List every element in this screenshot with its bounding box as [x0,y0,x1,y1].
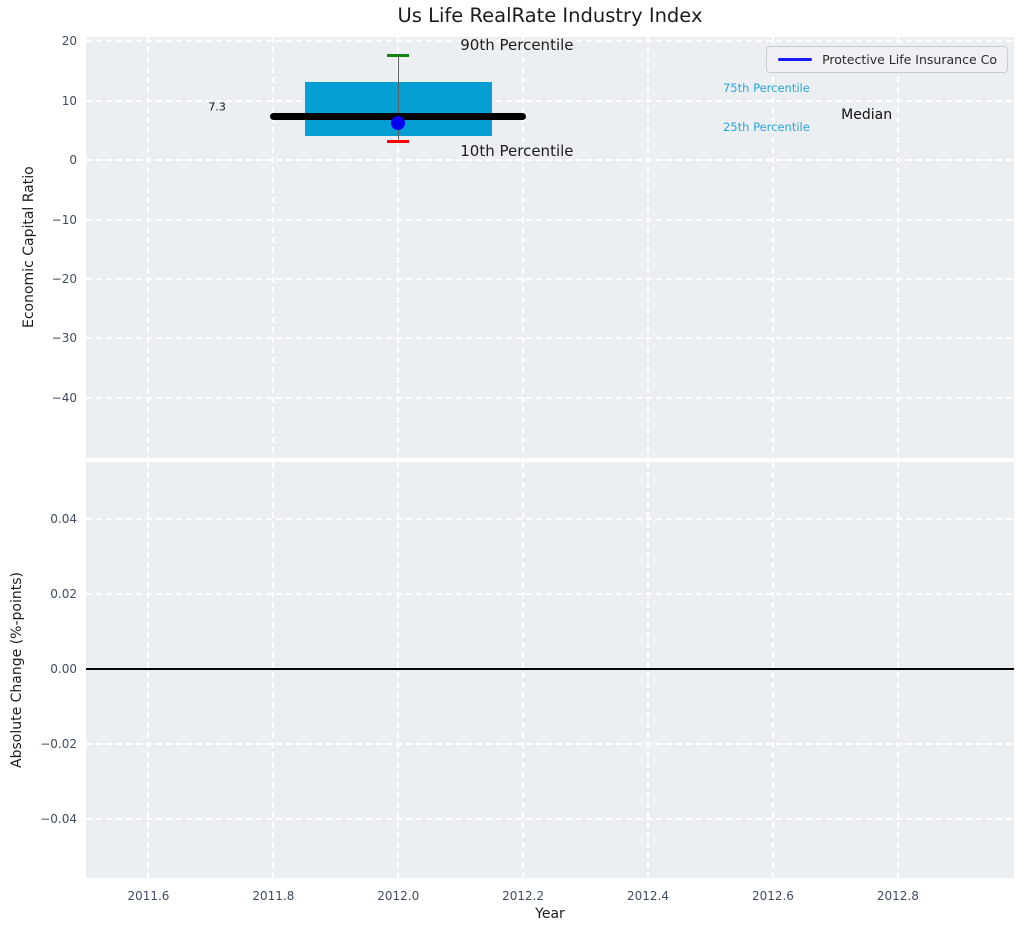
x-tick-label: 2012.4 [627,889,670,903]
whisker-line [397,55,399,142]
y-tick-label: −20 [51,272,77,286]
gridline-horizontal [86,593,1014,596]
gridline-horizontal [86,818,1014,821]
y-tick-label: 0.04 [50,512,77,527]
gridline-horizontal [86,159,1014,162]
x-axis-label-year: Year [535,906,565,922]
whisker-cap-10th-percentile [387,139,410,143]
annotation-90th-percentile: 90th Percentile [460,35,574,54]
whisker-cap-90th-percentile [387,53,410,57]
y-tick-label: −10 [51,212,77,227]
gridline-horizontal [86,743,1014,746]
y-tick-label: 20 [61,34,77,49]
y-tick-label: −40 [51,390,77,405]
gridline-horizontal [86,218,1014,221]
gridline-vertical [272,37,275,458]
y-tick-label: 0 [69,153,77,168]
y-tick-label: 0.00 [50,662,77,677]
gridline-vertical [896,37,899,458]
y-tick-label: −0.04 [40,812,77,827]
gridline-vertical [147,37,150,458]
x-tick-label: 2011.6 [127,889,170,903]
legend-label: Protective Life Insurance Co [822,52,997,67]
gridline-horizontal [86,337,1014,340]
annotation-7-3: 7.3 [208,100,226,114]
x-tick-label: 2012.6 [751,889,794,903]
gridline-horizontal [86,518,1014,521]
gridline-horizontal [86,99,1014,102]
y-axis-label-economic-capital-ratio: Economic Capital Ratio [21,166,37,329]
axes-economic-capital-ratio: Protective Life Insurance Co 20 10 0 −10 −20… [52,34,1014,458]
annotation-75th-percentile: 75th Percentile [722,81,810,96]
annotation-25th-percentile: 25th Percentile [722,120,810,135]
x-tick-label: 2012.0 [377,889,420,903]
gridline-horizontal [86,40,1014,43]
annotation-median: Median [841,107,893,124]
zero-line [86,668,1014,671]
chart-title: Us Life RealRate Industry Index [397,4,703,27]
gridline-vertical [397,37,400,458]
x-tick-label: 2011.8 [252,889,295,903]
company-marker [391,116,406,131]
legend-line-swatch [778,58,813,61]
axes-absolute-change: 2011.6 2011.8 2012.0 2012.2 2012.4 2012.6 2012… [40,462,1014,903]
annotation-10th-percentile: 10th Percentile [460,141,574,160]
y-tick-label: 0.02 [50,587,77,602]
gridline-horizontal [86,396,1014,399]
gridline-horizontal [86,278,1014,280]
y-tick-label: −30 [51,331,77,346]
y-tick-label: −0.02 [40,737,77,752]
x-tick-label: 2012.2 [502,889,545,903]
gridline-vertical [522,37,525,458]
legend: Protective Life Insurance Co [766,46,1008,73]
x-tick-label: 2012.8 [876,889,919,903]
y-tick-label: 10 [61,93,77,108]
gridline-vertical [771,37,774,458]
gridline-vertical [647,37,650,458]
y-axis-label-absolute-change: Absolute Change (%-points) [9,572,25,768]
